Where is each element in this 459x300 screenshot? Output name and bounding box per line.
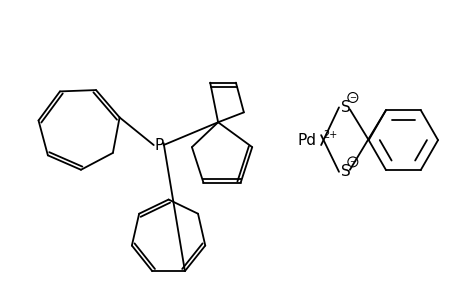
Text: P: P <box>154 137 163 152</box>
Text: S: S <box>340 164 350 179</box>
Text: −: − <box>348 158 356 166</box>
Text: 2+: 2+ <box>322 130 336 140</box>
Text: Pd: Pd <box>297 133 316 148</box>
Text: −: − <box>348 93 356 102</box>
Text: S: S <box>340 100 350 115</box>
